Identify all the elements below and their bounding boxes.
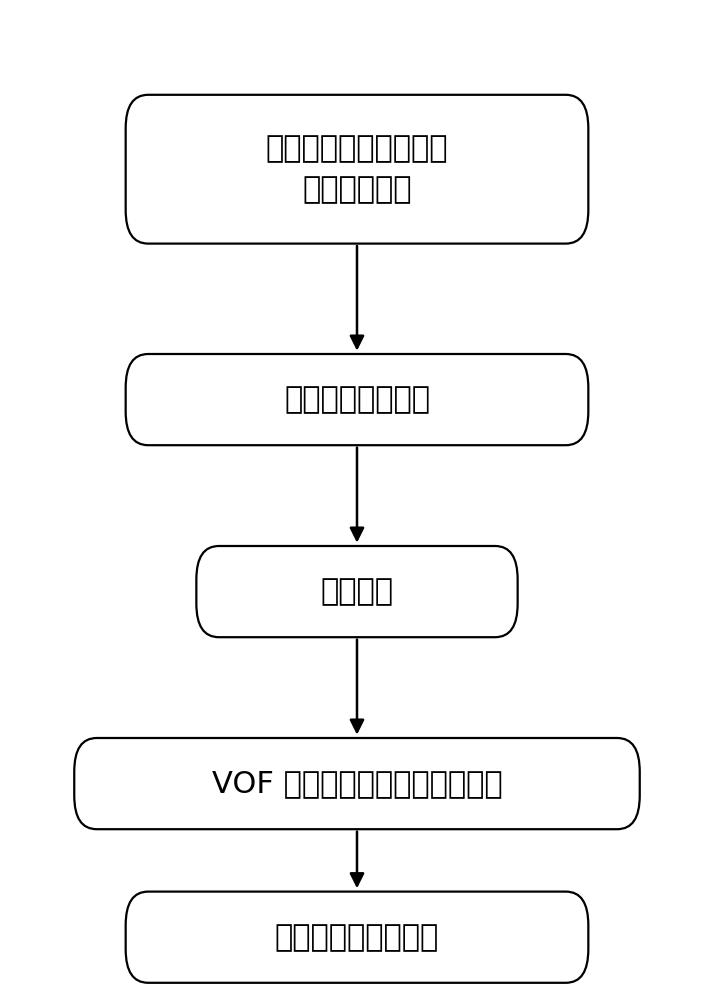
Text: 创建三维流道模型: 创建三维流道模型 [284,385,430,414]
FancyBboxPatch shape [126,95,588,244]
FancyBboxPatch shape [126,354,588,445]
Text: VOF 方法求解气水两相瞬变流动: VOF 方法求解气水两相瞬变流动 [211,769,503,798]
Text: 构建滞留气团瞬变流动
三维数学模型: 构建滞留气团瞬变流动 三维数学模型 [266,134,448,204]
Text: 网格划分: 网格划分 [321,577,393,606]
FancyBboxPatch shape [74,738,640,829]
FancyBboxPatch shape [196,546,518,637]
Text: 气团热力学特性分析: 气团热力学特性分析 [275,923,439,952]
FancyBboxPatch shape [126,892,588,983]
